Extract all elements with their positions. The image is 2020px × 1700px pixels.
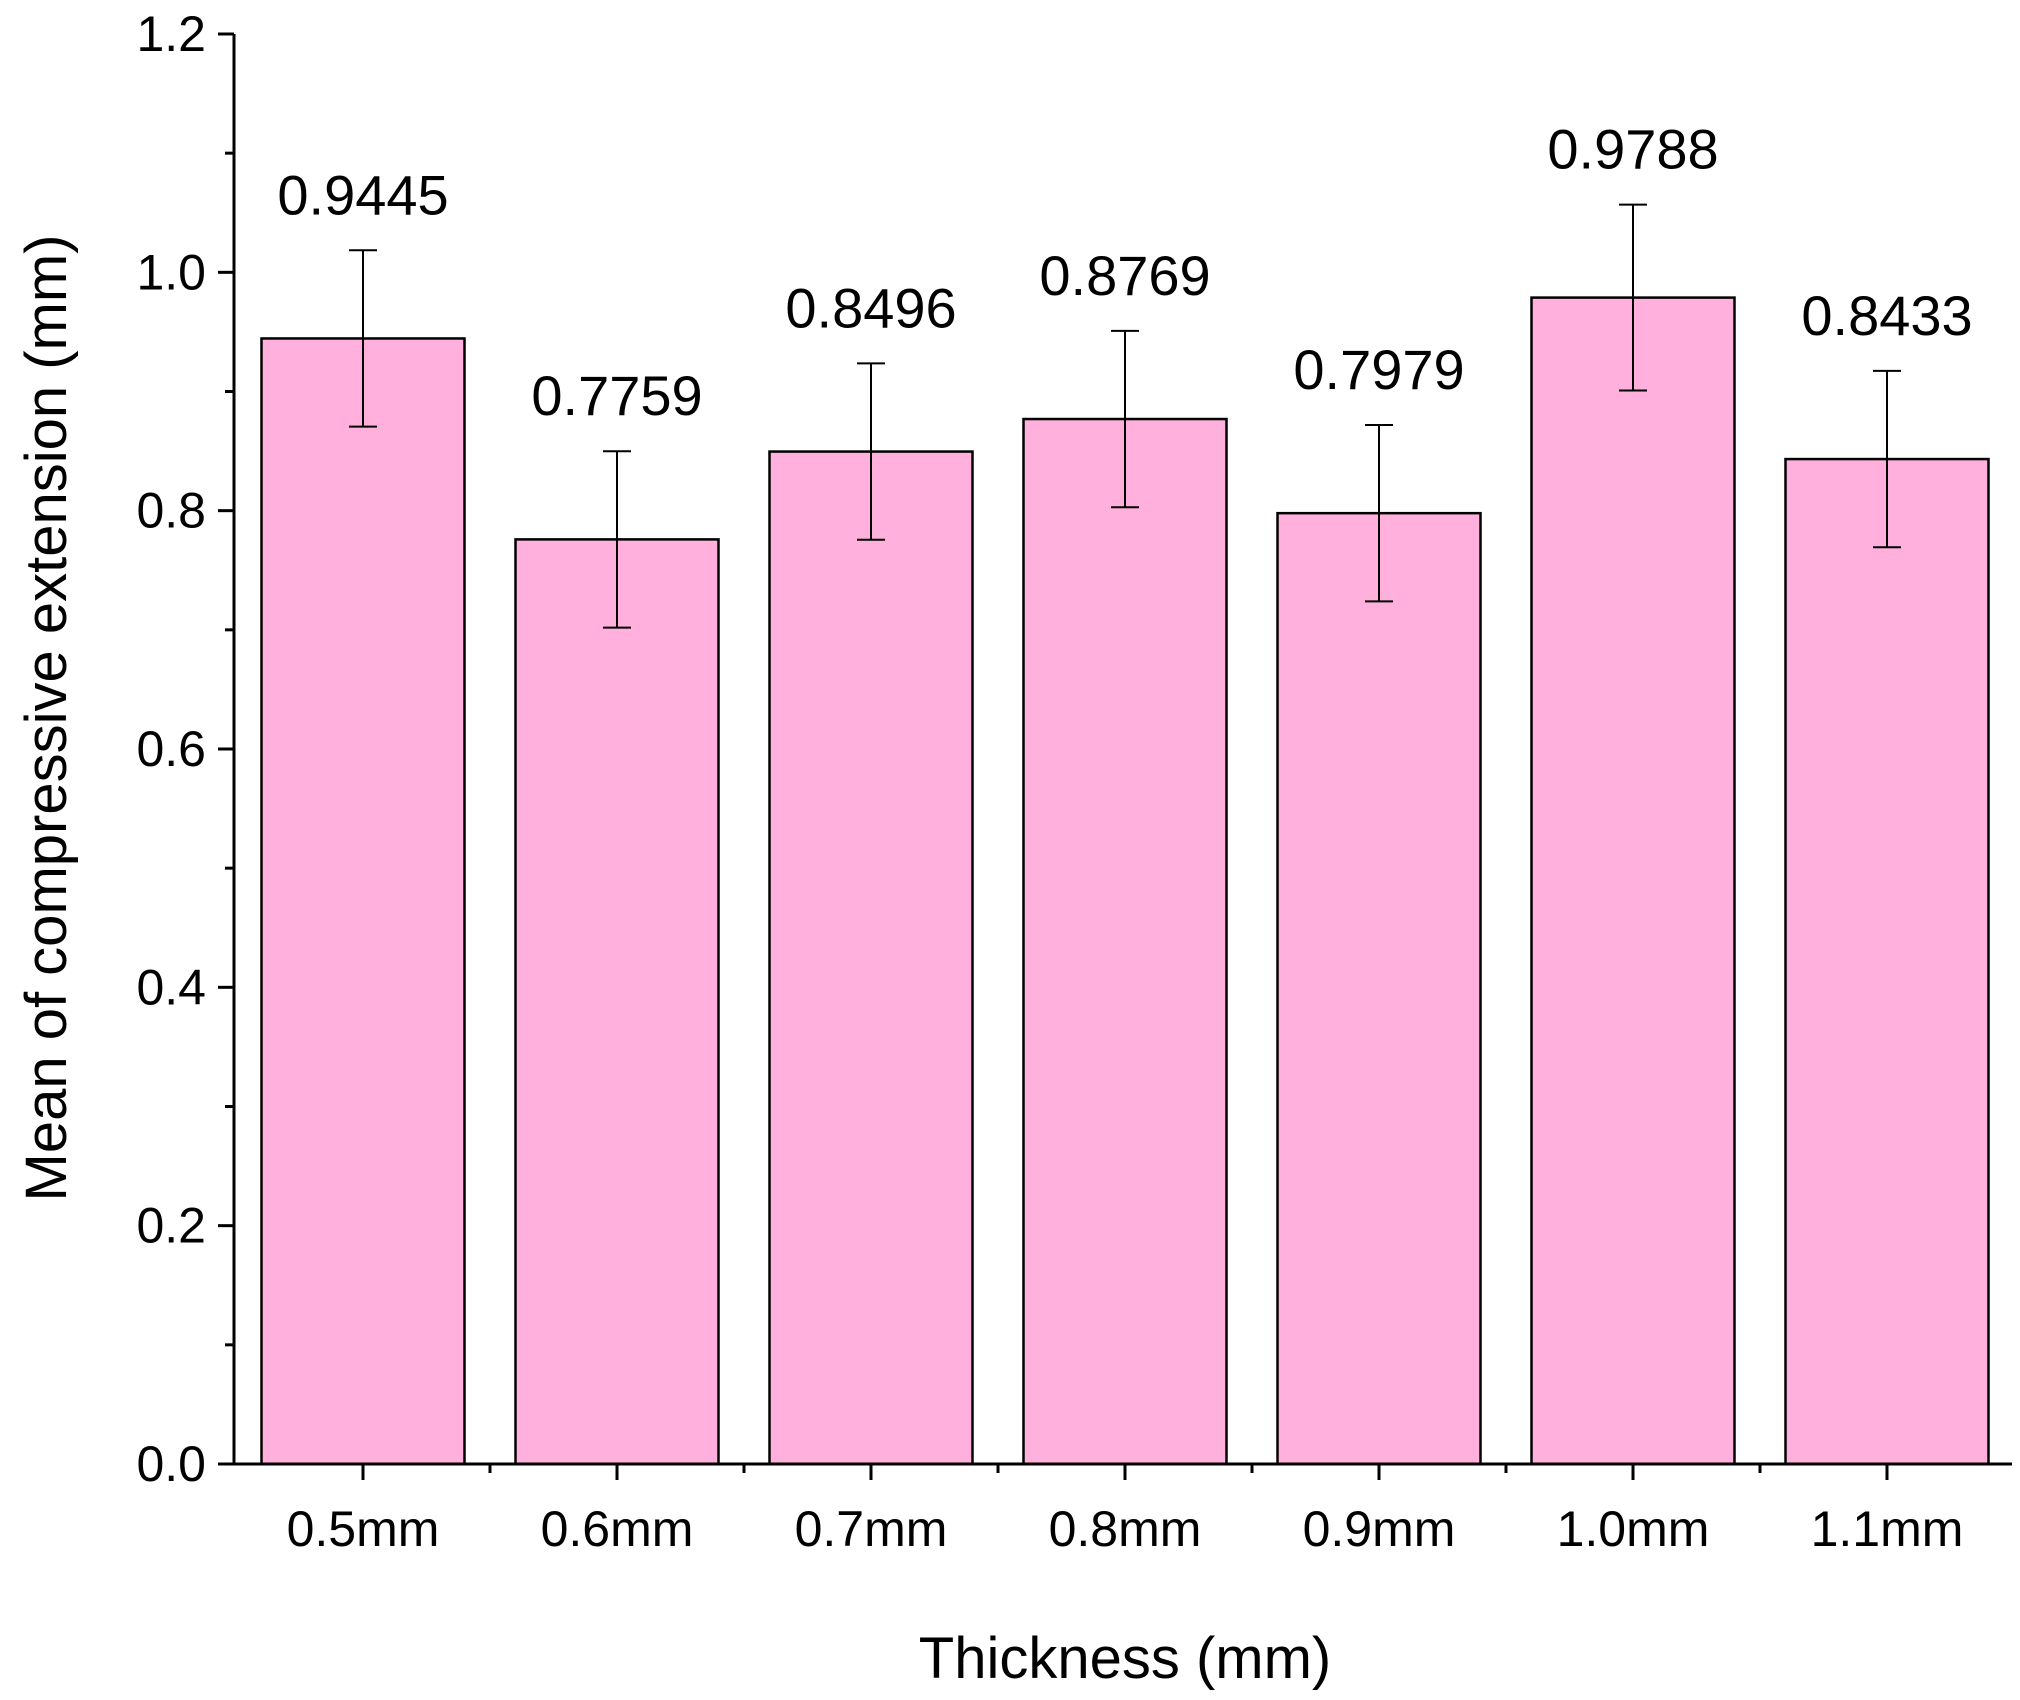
data-label-1.1mm: 0.8433	[1801, 284, 1972, 347]
data-label-1.0mm: 0.9788	[1547, 118, 1718, 181]
x-tick-label-0.7mm: 0.7mm	[795, 1501, 948, 1557]
y-tick-label-0.8: 0.8	[136, 483, 206, 539]
bar-0.9mm	[1276, 511, 1482, 1466]
y-tick-label-1.2: 1.2	[136, 6, 206, 62]
error-bars-layer	[349, 203, 1901, 629]
axes-layer: 0.0 0.2 0.4 0.6 0.8 1.0 1.2 0.5mm 0.6mm 0.7mm 0.8m…	[136, 6, 2012, 1557]
y-tick-label-1.0: 1.0	[136, 244, 206, 300]
y-tick-label-0.2: 0.2	[136, 1198, 206, 1254]
data-label-0.5mm: 0.9445	[277, 163, 448, 226]
x-tick-label-0.5mm: 0.5mm	[287, 1501, 440, 1557]
data-label-0.8mm: 0.8769	[1039, 244, 1210, 307]
x-tick-label-0.8mm: 0.8mm	[1049, 1501, 1202, 1557]
x-tick-label-1.1mm: 1.1mm	[1811, 1501, 1964, 1557]
x-tick-label-0.6mm: 0.6mm	[541, 1501, 694, 1557]
data-label-0.9mm: 0.7979	[1293, 338, 1464, 401]
y-tick-label-0.4: 0.4	[136, 959, 206, 1015]
bar-0.6mm	[514, 538, 720, 1466]
data-label-0.6mm: 0.7759	[531, 364, 702, 427]
x-tick-label-0.9mm: 0.9mm	[1303, 1501, 1456, 1557]
x-axis-title: Thickness (mm)	[919, 1626, 1331, 1691]
y-tick-label-0.0: 0.0	[136, 1436, 206, 1492]
bar-1.1mm	[1784, 457, 1990, 1466]
bar-0.8mm	[1022, 417, 1228, 1466]
bar-0.5mm	[260, 337, 466, 1466]
x-tick-label-1.0mm: 1.0mm	[1557, 1501, 1710, 1557]
bars-layer	[260, 296, 1990, 1466]
y-axis-title: Mean of compressive extension (mm)	[14, 235, 79, 1202]
labels-layer: 0.9445 0.7759 0.8496 0.8769 0.7979 0.9788 0.84…	[277, 118, 1972, 428]
data-label-0.7mm: 0.8496	[785, 276, 956, 339]
bar-0.7mm	[768, 450, 974, 1466]
y-tick-label-0.6: 0.6	[136, 721, 206, 777]
bar-1.0mm	[1530, 296, 1736, 1466]
